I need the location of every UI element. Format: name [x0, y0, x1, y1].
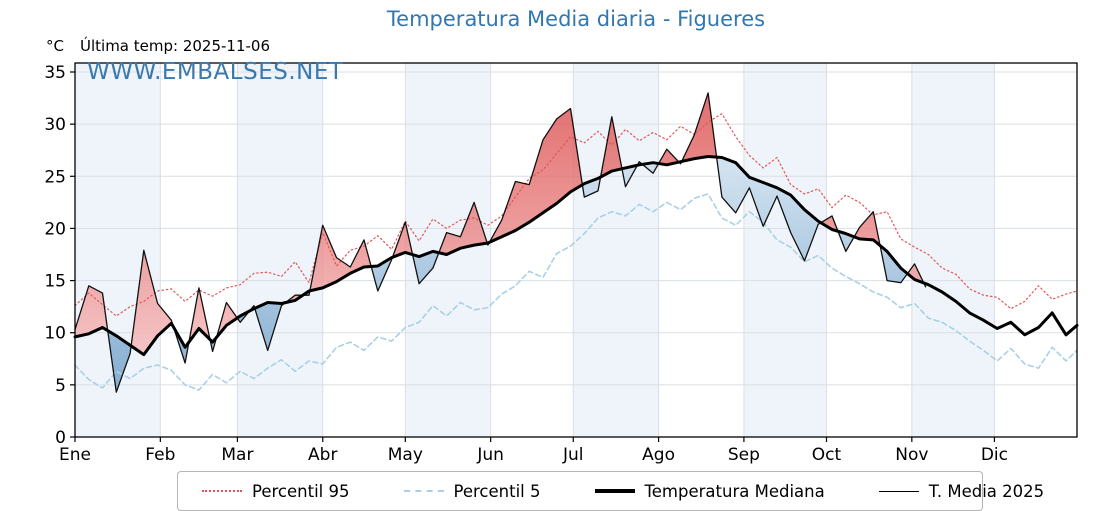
- svg-text:Abr: Abr: [308, 445, 337, 465]
- legend-label: Percentil 95: [252, 481, 350, 501]
- svg-text:May: May: [388, 445, 423, 465]
- svg-text:Jul: Jul: [562, 445, 584, 465]
- chart-page: { "title": "Temperatura Media diaria - F…: [44, 7, 1079, 511]
- svg-text:15: 15: [44, 272, 66, 292]
- svg-text:30: 30: [44, 115, 66, 135]
- svg-text:0: 0: [55, 428, 66, 448]
- legend-item: T. Media 2025: [878, 481, 1045, 501]
- svg-text:10: 10: [44, 324, 66, 344]
- legend-line-swatch: [594, 489, 635, 493]
- chart-title: Temperatura Media diaria - Figueres: [386, 7, 766, 31]
- svg-text:5: 5: [55, 376, 66, 396]
- svg-text:Mar: Mar: [221, 445, 253, 465]
- svg-text:Ago: Ago: [642, 445, 675, 465]
- legend-label: Percentil 5: [453, 481, 541, 501]
- temperature-chart: Ene Feb Mar Abr May Jun Jul Ago Sep Oct Nov Dic 0 5 10…: [44, 62, 1079, 465]
- svg-text:Sep: Sep: [728, 445, 760, 465]
- legend-item: Temperatura Mediana: [594, 481, 825, 501]
- svg-text:Ene: Ene: [59, 445, 91, 465]
- svg-text:Nov: Nov: [895, 445, 928, 465]
- svg-text:35: 35: [44, 63, 66, 83]
- svg-text:Dic: Dic: [981, 445, 1008, 465]
- legend-item: Percentil 95: [202, 482, 350, 501]
- legend-label: T. Media 2025: [928, 481, 1045, 501]
- watermark: WWW.EMBALSES.NET: [87, 59, 344, 85]
- svg-text:Oct: Oct: [812, 445, 842, 465]
- legend-line-swatch: [403, 490, 444, 492]
- legend-item: Percentil 5: [403, 481, 541, 501]
- svg-text:20: 20: [44, 219, 66, 239]
- legend-label: Temperatura Mediana: [644, 481, 825, 501]
- svg-text:Jun: Jun: [476, 445, 504, 465]
- y-axis-units-label: °C: [46, 37, 64, 55]
- last-temp-label: Última temp: 2025-11-06: [80, 37, 271, 55]
- legend: Percentil 95 Percentil 5 Temperatura Media…: [177, 471, 1044, 511]
- legend-line-swatch: [878, 490, 919, 492]
- svg-text:25: 25: [44, 167, 66, 187]
- svg-text:Feb: Feb: [145, 445, 175, 465]
- legend-line-swatch: [202, 490, 242, 492]
